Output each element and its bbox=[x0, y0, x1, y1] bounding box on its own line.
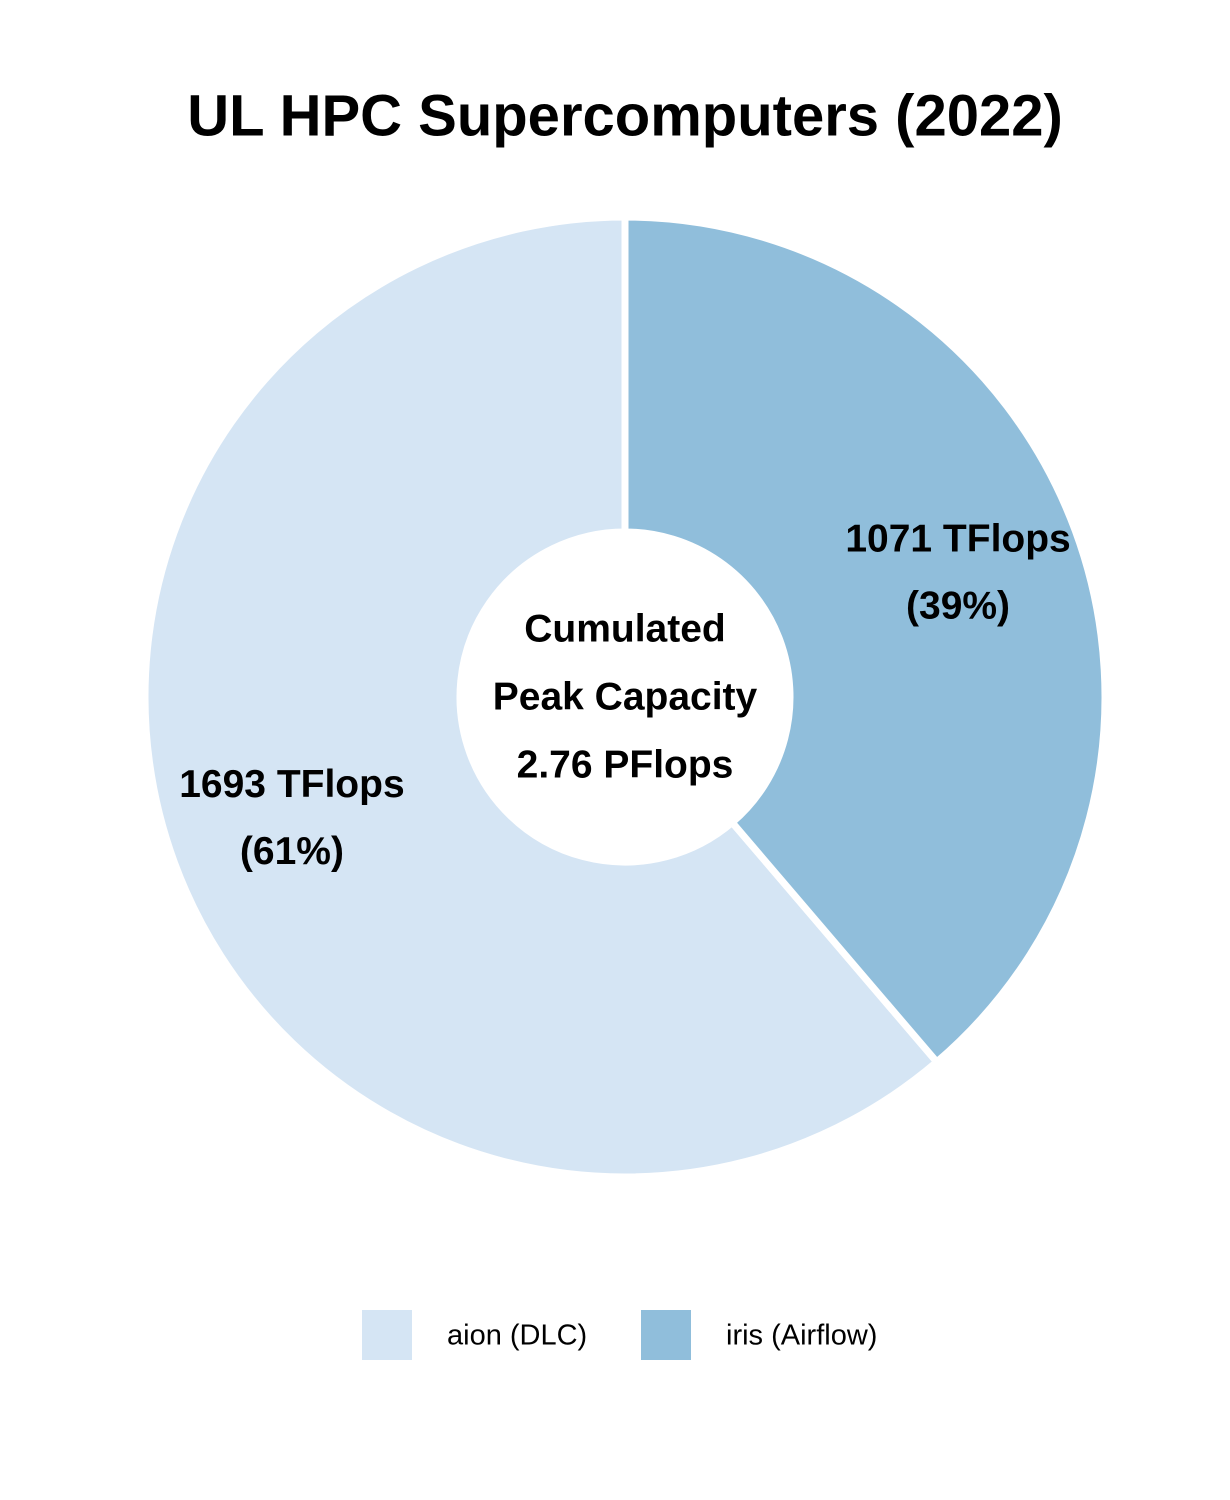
legend-swatch bbox=[362, 1310, 412, 1360]
value-label: 1693 TFlops bbox=[179, 763, 404, 806]
legend-label: iris (Airflow) bbox=[726, 1320, 877, 1352]
legend-label: aion (DLC) bbox=[447, 1320, 587, 1352]
value-label: 1071 TFlops bbox=[845, 517, 1070, 560]
percent-label: (61%) bbox=[240, 830, 344, 873]
center-label: 2.76 PFlops bbox=[517, 743, 734, 786]
center-label: Cumulated bbox=[524, 607, 726, 650]
donut-hole bbox=[460, 532, 790, 862]
percent-label: (39%) bbox=[906, 584, 1010, 627]
center-label: Peak Capacity bbox=[493, 675, 758, 718]
chart-title: UL HPC Supercomputers (2022) bbox=[187, 83, 1063, 148]
legend-swatch bbox=[641, 1310, 691, 1360]
